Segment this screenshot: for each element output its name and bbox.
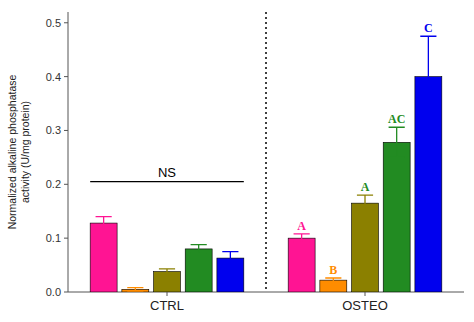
- significance-label: AC: [388, 112, 405, 126]
- error-bar: [191, 245, 207, 254]
- error-bar: [357, 195, 373, 211]
- tick: [64, 292, 68, 293]
- category-label: CTRL: [150, 298, 184, 313]
- chart: 0.0 0.1 0.2 0.3 0.4 0.5 Normalized alkaline ph…: [0, 0, 474, 322]
- error-bar: [96, 217, 112, 230]
- tick-label: 0.0: [46, 286, 61, 298]
- bar: [90, 223, 117, 292]
- bar: [352, 203, 379, 292]
- y-axis-label-line: activity (U/mg protein): [19, 101, 31, 203]
- bar: [288, 238, 315, 292]
- error-bar: [325, 278, 341, 282]
- error-bar: [420, 36, 436, 117]
- error-bar: [127, 288, 143, 291]
- tick-label: 0.5: [46, 17, 61, 29]
- bar: [185, 249, 212, 292]
- significance-label: B: [329, 263, 337, 277]
- significance-label: A: [361, 180, 370, 194]
- group-divider: [265, 12, 267, 292]
- error-bar: [389, 127, 405, 157]
- tick: [167, 292, 168, 296]
- tick: [64, 238, 68, 239]
- tick: [365, 292, 366, 296]
- error-bar: [159, 269, 175, 274]
- tick-label: 0.4: [46, 71, 61, 83]
- tick-label: 0.3: [46, 124, 61, 136]
- annotation-text: NS: [158, 165, 176, 180]
- bars: [90, 36, 442, 292]
- significance-label: C: [424, 21, 433, 35]
- y-axis-label-line: Normalized alkaline phosphatase: [6, 75, 18, 230]
- y-axis-label: Normalized alkaline phosphataseactivity …: [6, 75, 31, 230]
- error-bar: [222, 252, 238, 265]
- tick: [64, 184, 68, 185]
- tick-label: 0.2: [46, 178, 61, 190]
- tick: [64, 22, 68, 23]
- y-axis: [68, 12, 69, 292]
- bar: [383, 142, 410, 292]
- annotation-line: [90, 181, 244, 182]
- category-label: OSTEO: [342, 298, 388, 313]
- tick-label: 0.1: [46, 232, 61, 244]
- significance-label: A: [297, 219, 306, 233]
- error-bar: [294, 234, 310, 243]
- tick: [64, 130, 68, 131]
- tick: [64, 76, 68, 77]
